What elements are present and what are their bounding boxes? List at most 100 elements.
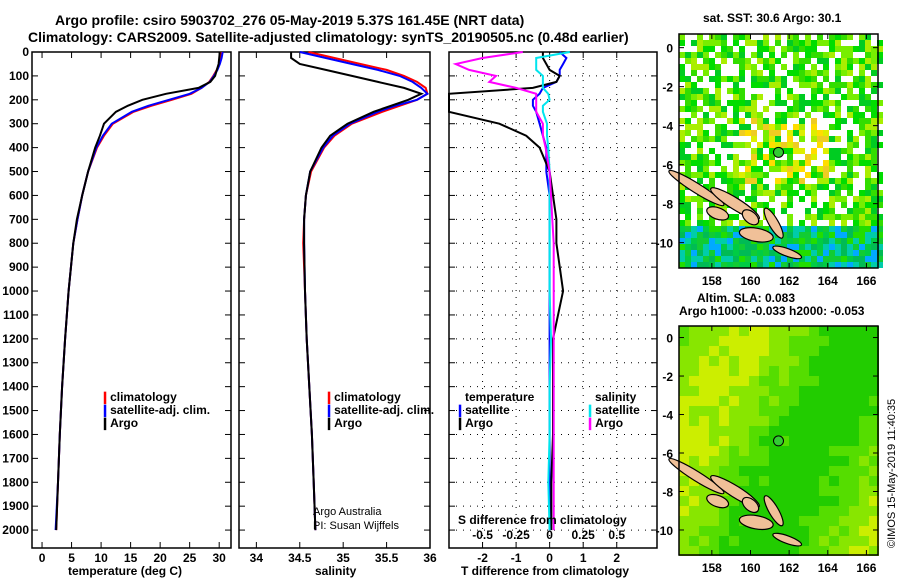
map-cell: [699, 546, 709, 556]
map-cell: [805, 52, 811, 58]
map-cell: [769, 238, 775, 244]
map-cell: [751, 244, 757, 250]
map-cell: [715, 34, 721, 40]
map-cell: [703, 40, 709, 46]
map-cell: [829, 436, 839, 446]
map-cell: [793, 70, 799, 76]
map-cell: [811, 244, 817, 250]
map-cell: [779, 546, 789, 556]
map-cell: [697, 196, 703, 202]
map-cell: [841, 148, 847, 154]
map-cell: [719, 366, 729, 376]
map-cell: [763, 82, 769, 88]
map-cell: [871, 118, 877, 124]
map-cell: [685, 142, 691, 148]
map-cell: [829, 196, 835, 202]
map-cell: [679, 142, 685, 148]
map-cell: [769, 58, 775, 64]
map-cell: [847, 34, 853, 40]
map-cell: [853, 94, 859, 100]
map-cell: [679, 52, 685, 58]
map-cell: [805, 40, 811, 46]
map-cell: [839, 496, 849, 506]
map-cell: [799, 136, 805, 142]
map-cell: [749, 366, 759, 376]
map-cell: [829, 112, 835, 118]
map-cell: [769, 546, 779, 556]
map-cell: [749, 376, 759, 386]
map-cell: [679, 396, 689, 406]
map-cell: [759, 526, 769, 536]
map-cell: [799, 148, 805, 154]
map-cell: [727, 142, 733, 148]
map-cell: [685, 94, 691, 100]
map-cell: [841, 160, 847, 166]
map-cell: [859, 34, 865, 40]
map-cell: [865, 136, 871, 142]
map-cell: [759, 446, 769, 456]
map-cell: [729, 356, 739, 366]
map-cell: [859, 326, 869, 336]
map-cell: [769, 326, 779, 336]
map-cell: [859, 486, 869, 496]
map-cell: [871, 82, 877, 88]
map-cell: [719, 436, 729, 446]
map-cell: [859, 516, 869, 526]
map-cell: [789, 406, 799, 416]
map-cell: [739, 356, 749, 366]
map-cell: [709, 148, 715, 154]
map-cell: [865, 64, 871, 70]
map-cell: [805, 208, 811, 214]
map-cell: [733, 106, 739, 112]
map-cell: [871, 178, 877, 184]
map-cell: [715, 256, 721, 262]
map-cell: [789, 366, 799, 376]
map-cell: [709, 466, 719, 476]
map-cell: [839, 466, 849, 476]
map-cell: [769, 142, 775, 148]
legend-label: Argo: [465, 416, 494, 430]
map-cell: [699, 376, 709, 386]
map-cell: [793, 232, 799, 238]
map-cell: [703, 172, 709, 178]
map-cell: [835, 136, 841, 142]
map-cell: [697, 238, 703, 244]
map-cell: [769, 526, 779, 536]
map-cell: [835, 148, 841, 154]
map-cell: [823, 130, 829, 136]
sla-map-panel: 158 160 162 164 166 0 -2 -4 -6 -8 -10: [656, 325, 879, 575]
map-cell: [703, 184, 709, 190]
map-cell: [739, 100, 745, 106]
map-cell: [697, 64, 703, 70]
map-cell: [811, 82, 817, 88]
lon-tick-label: 160: [740, 274, 760, 288]
map-cell: [781, 166, 787, 172]
map-cell: [835, 160, 841, 166]
map-cell: [709, 136, 715, 142]
map-cell: [871, 166, 877, 172]
map-cell: [689, 446, 699, 456]
map-cell: [769, 426, 779, 436]
map-cell: [823, 208, 829, 214]
map-cell: [799, 76, 805, 82]
map-cell: [789, 456, 799, 466]
map-cell: [823, 94, 829, 100]
map-cell: [757, 256, 763, 262]
map-cell: [691, 172, 697, 178]
map-cell: [769, 356, 779, 366]
map-cell: [697, 136, 703, 142]
map-cell: [689, 546, 699, 556]
map-cell: [865, 58, 871, 64]
map-cell: [849, 356, 859, 366]
map-cell: [697, 214, 703, 220]
map-cell: [823, 244, 829, 250]
map-cell: [679, 546, 689, 556]
map-cell: [739, 416, 749, 426]
temperature-legend: ❙climatology ❙satellite-adj. clim. ❙Argo: [100, 391, 210, 430]
map-cell: [703, 166, 709, 172]
map-cell: [759, 376, 769, 386]
map-cell: [829, 516, 839, 526]
map-cell: [709, 172, 715, 178]
map-cell: [841, 256, 847, 262]
map-cell: [839, 416, 849, 426]
